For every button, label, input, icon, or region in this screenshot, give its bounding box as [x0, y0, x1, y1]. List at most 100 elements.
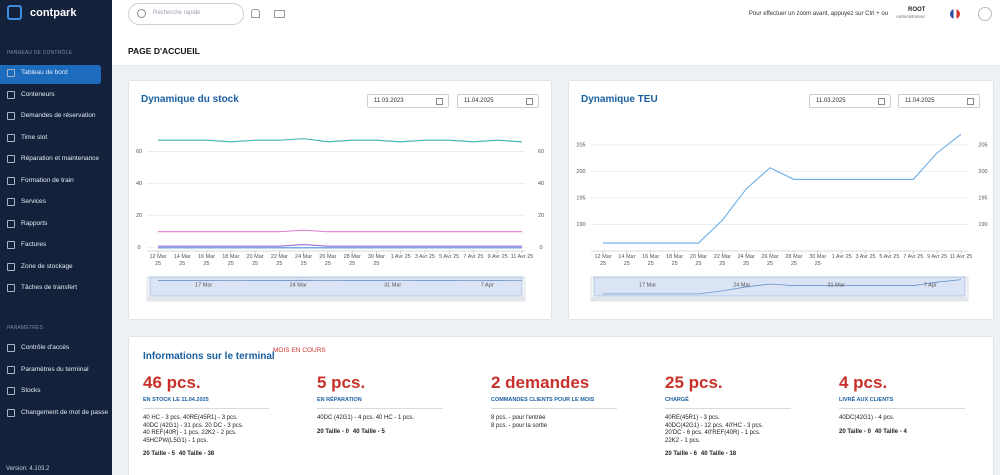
nav-item[interactable]: Services [21, 198, 46, 205]
scrollbar [147, 297, 525, 301]
x-tick-label: 7 Avr 25 [903, 254, 924, 260]
nav-item[interactable]: Factures [21, 241, 47, 248]
x-tick-label: 28 Mar 25 [343, 254, 361, 267]
nav-icon [7, 365, 15, 374]
date-input[interactable]: 11.04.2025 [457, 94, 539, 108]
x-tick-label: 20 Mar 25 [689, 254, 708, 267]
y-tick-label: 200 [576, 169, 585, 175]
logo: contpark [30, 7, 77, 19]
mail-icon[interactable] [274, 10, 285, 18]
scrollbar [591, 297, 968, 301]
info-column: 25 pcs. CHARGÉ 40RE(45R1) - 3 pcs. 40DC(42G… [665, 373, 825, 457]
y2-tick-label: 20 [538, 213, 544, 219]
info-value: 2 demandes [491, 373, 590, 392]
date-value: 11.04.2025 [905, 98, 935, 104]
info-detail: 45HCPW(L5G1) - 1 pcs. [143, 437, 209, 444]
series-line [158, 138, 523, 143]
size-count: 20 Taille - 5 [143, 451, 175, 457]
info-value: 4 pcs. [839, 373, 888, 392]
size-count: 20 Taille - 6 [665, 451, 697, 457]
nav-item[interactable]: Tâches de transfert [21, 284, 77, 291]
nav-item[interactable]: Conteneurs [21, 90, 55, 98]
nav-item[interactable]: Changement de mot de passe [21, 408, 109, 416]
nav-item[interactable]: Stocks [21, 387, 41, 394]
x-tick-label: 20 Mar 25 [246, 254, 264, 267]
nav-item[interactable]: Paramètres du terminal [21, 365, 89, 373]
x-tick-label: 18 Mar 25 [666, 254, 684, 267]
info-value: 5 pcs. [317, 373, 366, 392]
info-detail: 8 pcs. - pour l'entrée [491, 415, 546, 421]
x-tick-label: 16 Mar 25 [642, 254, 660, 267]
date-input[interactable]: 11.03.2025 [809, 94, 891, 108]
navigator-window [593, 276, 966, 297]
nav-item[interactable]: Time slot [21, 133, 48, 141]
info-detail: 40DC (42G1) - 31 pcs. 20 DC - 3 pcs. [143, 422, 244, 429]
navigator-label: 24 Mar [733, 282, 750, 288]
nav-item[interactable]: Contrôle d'accès [21, 344, 70, 351]
info-column: 2 demandes COMMANDES CLIENTS POUR LE MOIS… [491, 373, 651, 430]
info-column: 4 pcs. LIVRÉ AUX CLIENTS 40DC(42G1) - 4 pc… [839, 373, 999, 435]
y2-tick-label: 0 [539, 245, 542, 251]
info-detail: 40DC (42G1) - 4 pcs. 40 HC - 1 pcs. [317, 415, 415, 421]
divider [317, 408, 443, 409]
date-input[interactable]: 11.04.2025 [898, 94, 980, 108]
x-tick-label: 26 Mar 25 [319, 254, 337, 267]
nav-icon [7, 344, 15, 352]
navigator-line [603, 279, 962, 295]
nav-item[interactable]: Demandes de réservation [21, 112, 96, 119]
terminal-title: Informations sur le terminal [143, 351, 275, 362]
y-tick-label: 205 [576, 142, 585, 148]
logout-icon[interactable] [978, 7, 992, 21]
section-title: PANNEAU DE CONTRÔLE [7, 50, 73, 56]
date-input[interactable]: 11.03.2023 [367, 94, 449, 108]
y2-tick-label: 195 [978, 195, 987, 201]
size-count: 40 Taille - 18 [700, 451, 737, 457]
x-tick-label: 24 Mar 25 [295, 254, 313, 267]
chart-card: Dynamique TEU 11.03.2025 11.04.2025 190 190 1… [568, 80, 994, 320]
divider [491, 408, 617, 409]
y-tick-label: 20 [136, 213, 142, 219]
y-tick-label: 40 [136, 181, 142, 187]
navigator-label: 7 Apr [924, 282, 937, 288]
y-tick-label: 0 [137, 245, 140, 251]
month-badge: MOIS EN COURS [273, 347, 326, 354]
nav-item[interactable]: Réparation et maintenance [21, 155, 100, 162]
x-tick-label: 11 Avr 25 [510, 254, 534, 260]
x-tick-label: 9 Avr 25 [927, 254, 948, 260]
y2-tick-label: 60 [538, 149, 544, 155]
size-line: 20 Taille - 6 40 Taille - 18 [665, 451, 825, 457]
sidebar: contpark PANNEAU DE CONTRÔLE Tableau de b… [0, 0, 112, 475]
x-tick-label: 3 Avr 25 [414, 254, 435, 260]
nav-item[interactable]: Zone de stockage [21, 262, 73, 270]
chart-card: Dynamique du stock 11.03.2023 11.04.2025 0 0… [128, 80, 552, 320]
chart-plot: 190 190 195 195 200 200 205 205 17 Mar 24 Mar 31 M… [576, 133, 988, 302]
x-tick-label: 30 Mar 25 [809, 254, 827, 267]
y-tick-label: 60 [136, 149, 142, 155]
navigator-label: 24 Mar [290, 282, 307, 288]
date-value: 11.03.2025 [816, 98, 846, 104]
info-column: 46 pcs. EN STOCK LE 11.04.2025 40 HC - 3 p… [143, 373, 303, 457]
size-count: 40 Taille - 4 [874, 428, 907, 435]
nav-item[interactable]: Rapports [21, 219, 48, 227]
flag-icon[interactable] [950, 9, 960, 19]
x-tick-label: 18 Mar 25 [222, 254, 240, 267]
user-name: ROOT [908, 7, 926, 13]
x-tick-label: 9 Avr 25 [487, 254, 508, 260]
nav-icon [7, 262, 15, 271]
chart-title: Dynamique TEU [581, 94, 658, 105]
nav-item[interactable]: Formation de train [21, 176, 74, 184]
size-line: 20 Taille - 0 40 Taille - 5 [317, 429, 477, 435]
series-line [158, 229, 522, 233]
x-tick-label: 30 Mar 25 [367, 254, 385, 267]
search-box[interactable]: Recherche rapide [128, 3, 244, 25]
chart-title: Dynamique du stock [141, 94, 239, 105]
navigator-label: 31 Mar [384, 282, 401, 288]
size-line: 20 Taille - 5 40 Taille - 38 [143, 451, 303, 457]
size-count: 20 Taille - 0 [839, 428, 871, 435]
nav-item[interactable]: Tableau de bord [21, 69, 68, 76]
divider [143, 408, 269, 409]
calendar-icon [967, 98, 974, 105]
bell-icon[interactable] [251, 9, 260, 18]
size-count: 40 Taille - 38 [178, 451, 215, 457]
